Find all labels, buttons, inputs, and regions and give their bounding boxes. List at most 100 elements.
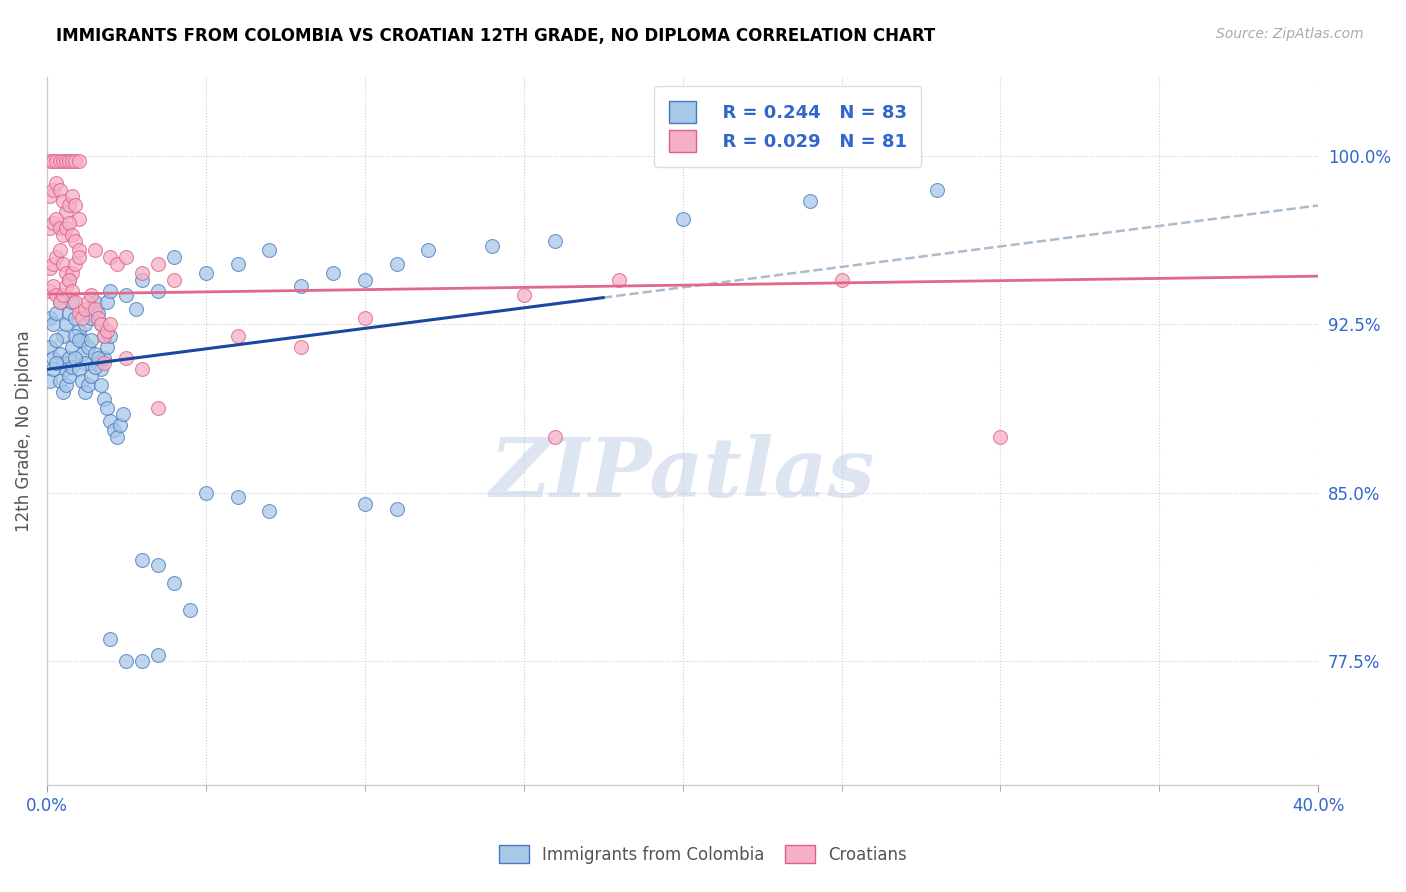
Point — [67, 333, 90, 347]
Point — [52, 257, 75, 271]
Point — [226, 491, 249, 505]
Point — [607, 272, 630, 286]
Point — [73, 318, 96, 332]
Point — [67, 211, 90, 226]
Point — [52, 153, 75, 168]
Point — [55, 318, 77, 332]
Point — [131, 362, 153, 376]
Point — [353, 497, 375, 511]
Point — [77, 306, 100, 320]
Point — [77, 295, 100, 310]
Point — [42, 351, 65, 365]
Point — [60, 153, 83, 168]
Point — [290, 340, 312, 354]
Point — [671, 211, 693, 226]
Point — [65, 310, 87, 325]
Point — [55, 378, 77, 392]
Point — [60, 340, 83, 354]
Point — [163, 250, 186, 264]
Point — [48, 295, 70, 310]
Point — [131, 266, 153, 280]
Point — [52, 288, 75, 302]
Point — [96, 340, 118, 354]
Point — [100, 284, 122, 298]
Point — [77, 378, 100, 392]
Point — [226, 257, 249, 271]
Point — [42, 318, 65, 332]
Point — [100, 328, 122, 343]
Point — [67, 324, 90, 338]
Point — [80, 288, 103, 302]
Point — [83, 346, 105, 360]
Point — [290, 279, 312, 293]
Point — [67, 153, 90, 168]
Point — [512, 288, 534, 302]
Point — [67, 306, 90, 320]
Point — [385, 501, 408, 516]
Point — [55, 220, 77, 235]
Point — [115, 654, 138, 668]
Point — [39, 220, 62, 235]
Point — [146, 648, 169, 662]
Point — [799, 194, 821, 208]
Point — [73, 384, 96, 399]
Point — [544, 430, 567, 444]
Point — [90, 318, 112, 332]
Point — [70, 310, 93, 325]
Point — [42, 279, 65, 293]
Point — [80, 310, 103, 325]
Point — [70, 374, 93, 388]
Y-axis label: 12th Grade, No Diploma: 12th Grade, No Diploma — [15, 330, 32, 532]
Point — [55, 266, 77, 280]
Point — [108, 418, 131, 433]
Text: IMMIGRANTS FROM COLOMBIA VS CROATIAN 12TH GRADE, NO DIPLOMA CORRELATION CHART: IMMIGRANTS FROM COLOMBIA VS CROATIAN 12T… — [56, 27, 935, 45]
Point — [163, 272, 186, 286]
Point — [70, 333, 93, 347]
Point — [93, 392, 115, 406]
Point — [65, 351, 87, 365]
Point — [65, 153, 87, 168]
Point — [48, 183, 70, 197]
Point — [990, 430, 1012, 444]
Point — [87, 306, 110, 320]
Point — [42, 362, 65, 376]
Point — [65, 235, 87, 249]
Point — [48, 374, 70, 388]
Point — [115, 351, 138, 365]
Point — [194, 266, 217, 280]
Point — [48, 346, 70, 360]
Point — [146, 284, 169, 298]
Point — [103, 423, 125, 437]
Point — [45, 250, 67, 264]
Point — [179, 602, 201, 616]
Point — [60, 227, 83, 242]
Point — [42, 183, 65, 197]
Point — [73, 301, 96, 316]
Point — [42, 257, 65, 271]
Point — [55, 362, 77, 376]
Point — [83, 244, 105, 258]
Point — [52, 356, 75, 370]
Point — [52, 384, 75, 399]
Point — [65, 328, 87, 343]
Point — [67, 250, 90, 264]
Point — [52, 328, 75, 343]
Point — [48, 220, 70, 235]
Point — [65, 198, 87, 212]
Point — [58, 272, 80, 286]
Point — [125, 301, 148, 316]
Point — [39, 284, 62, 298]
Point — [146, 401, 169, 415]
Point — [194, 486, 217, 500]
Point — [55, 153, 77, 168]
Point — [60, 360, 83, 375]
Point — [39, 153, 62, 168]
Point — [45, 356, 67, 370]
Text: Source: ZipAtlas.com: Source: ZipAtlas.com — [1216, 27, 1364, 41]
Point — [52, 227, 75, 242]
Point — [65, 257, 87, 271]
Point — [105, 430, 128, 444]
Point — [100, 632, 122, 646]
Point — [52, 194, 75, 208]
Point — [58, 272, 80, 286]
